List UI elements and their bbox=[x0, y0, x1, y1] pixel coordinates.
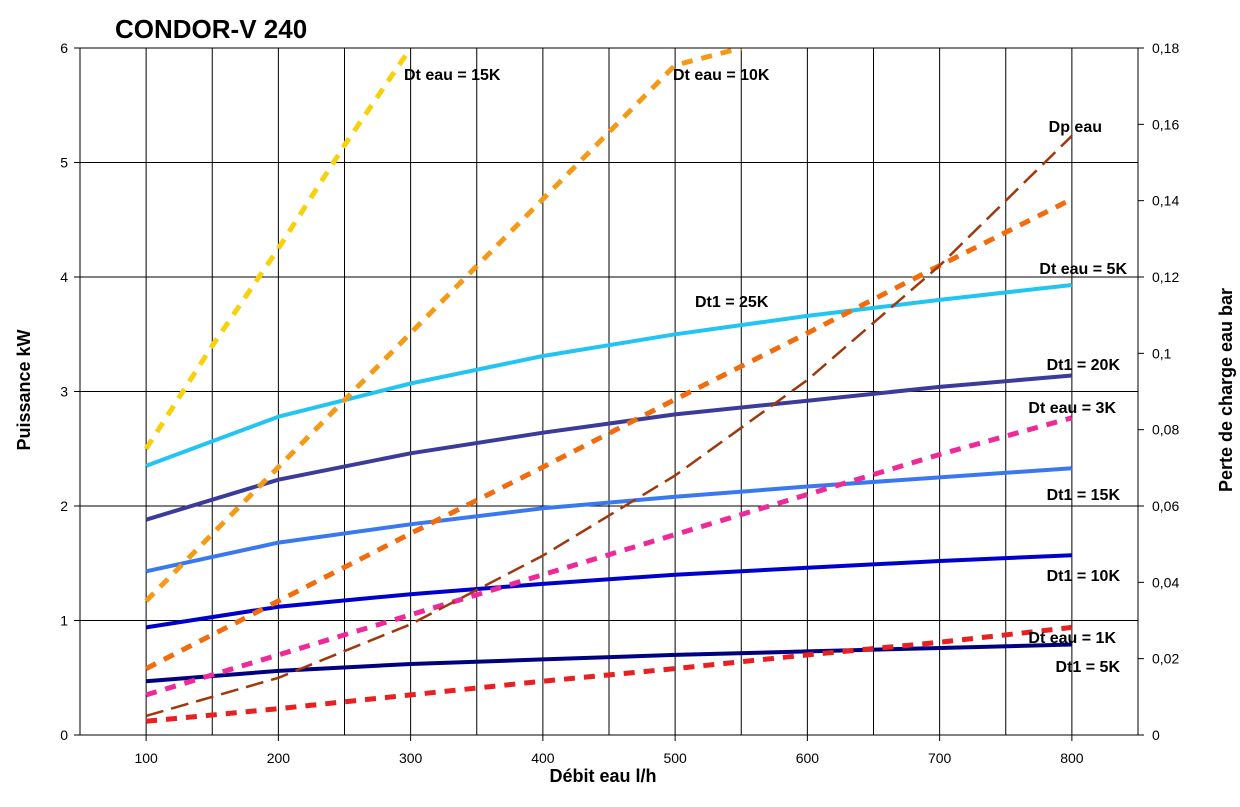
series-line-dp-eau bbox=[145, 134, 1073, 718]
series-line-dt-eau-3k bbox=[145, 415, 1073, 698]
series-label-dp-eau: Dp eau bbox=[1049, 119, 1102, 136]
y-tick-label: 0 bbox=[60, 727, 68, 743]
series-line-dt-eau-15k bbox=[143, 48, 413, 451]
series-line-dt1-10k bbox=[145, 553, 1072, 630]
y-tick-label: 2 bbox=[60, 498, 68, 514]
series-line-dt1-25k bbox=[145, 283, 1073, 468]
y2-axis-label: Perte de charge eau bar bbox=[1216, 288, 1236, 492]
y2-tick-label: 0,14 bbox=[1152, 193, 1179, 209]
y-axis-label: Puissance kW bbox=[14, 329, 34, 450]
series-layer bbox=[143, 48, 1074, 724]
series-label-dt1-5k: Dt1 = 5K bbox=[1056, 659, 1121, 676]
series-label-dt-eau-15k: Dt eau = 15K bbox=[404, 67, 501, 84]
x-tick-label: 100 bbox=[134, 750, 158, 766]
series-label-dt-eau-3k: Dt eau = 3K bbox=[1028, 400, 1116, 417]
y2-tick-label: 0,12 bbox=[1152, 269, 1179, 285]
y2-tick-label: 0,08 bbox=[1152, 422, 1179, 438]
y2-tick-label: 0,18 bbox=[1152, 40, 1179, 56]
ticks: 100 200 300 400 500 600 700 800 0 1 2 3 4 5 6 0 0,02 0,04… bbox=[60, 40, 1179, 766]
chart-title: CONDOR-V 240 bbox=[115, 14, 307, 44]
annotations: Dt1 = 5K Dt1 = 10K Dt1 = 15K Dt1 = 20K Dt1 =… bbox=[404, 67, 1127, 676]
y2-tick-label: 0,02 bbox=[1152, 651, 1179, 667]
y-tick-label: 1 bbox=[60, 613, 68, 629]
series-label-dt-eau-1k: Dt eau = 1K bbox=[1028, 630, 1116, 647]
x-tick-label: 500 bbox=[663, 750, 687, 766]
y2-tick-label: 0,04 bbox=[1152, 574, 1179, 590]
x-tick-label: 400 bbox=[531, 750, 555, 766]
series-label-dt1-15k: Dt1 = 15K bbox=[1047, 487, 1121, 504]
x-tick-label: 600 bbox=[796, 750, 820, 766]
y-tick-label: 3 bbox=[60, 384, 68, 400]
y2-tick-label: 0,06 bbox=[1152, 498, 1179, 514]
y2-tick-label: 0,1 bbox=[1152, 345, 1172, 361]
y2-tick-label: 0,16 bbox=[1152, 116, 1179, 132]
x-tick-label: 300 bbox=[399, 750, 423, 766]
series-label-dt-eau-10k: Dt eau = 10K bbox=[673, 67, 770, 84]
y2-tick-label: 0 bbox=[1152, 727, 1160, 743]
grid bbox=[80, 47, 1138, 736]
x-tick-label: 700 bbox=[928, 750, 952, 766]
x-tick-label: 200 bbox=[267, 750, 291, 766]
x-axis-label: Débit eau l/h bbox=[549, 766, 656, 786]
series-clip-group bbox=[143, 48, 1074, 724]
y-tick-label: 6 bbox=[60, 40, 68, 56]
x-tick-label: 800 bbox=[1060, 750, 1084, 766]
series-line-dt-eau-1k bbox=[145, 624, 1073, 724]
series-label-dt1-20k: Dt1 = 20K bbox=[1047, 357, 1121, 374]
series-line-dt-eau-5k bbox=[144, 196, 1074, 671]
series-line-dt1-15k bbox=[145, 466, 1073, 574]
series-line-dt1-20k bbox=[145, 373, 1073, 522]
y-tick-label: 4 bbox=[60, 269, 68, 285]
series-label-dt1-25k: Dt1 = 25K bbox=[695, 294, 769, 311]
y-tick-label: 5 bbox=[60, 155, 68, 171]
series-label-dt1-10k: Dt1 = 10K bbox=[1047, 568, 1121, 585]
series-label-dt-eau-5k: Dt eau = 5K bbox=[1039, 261, 1127, 278]
series-line-dt-eau-10k bbox=[144, 48, 742, 603]
